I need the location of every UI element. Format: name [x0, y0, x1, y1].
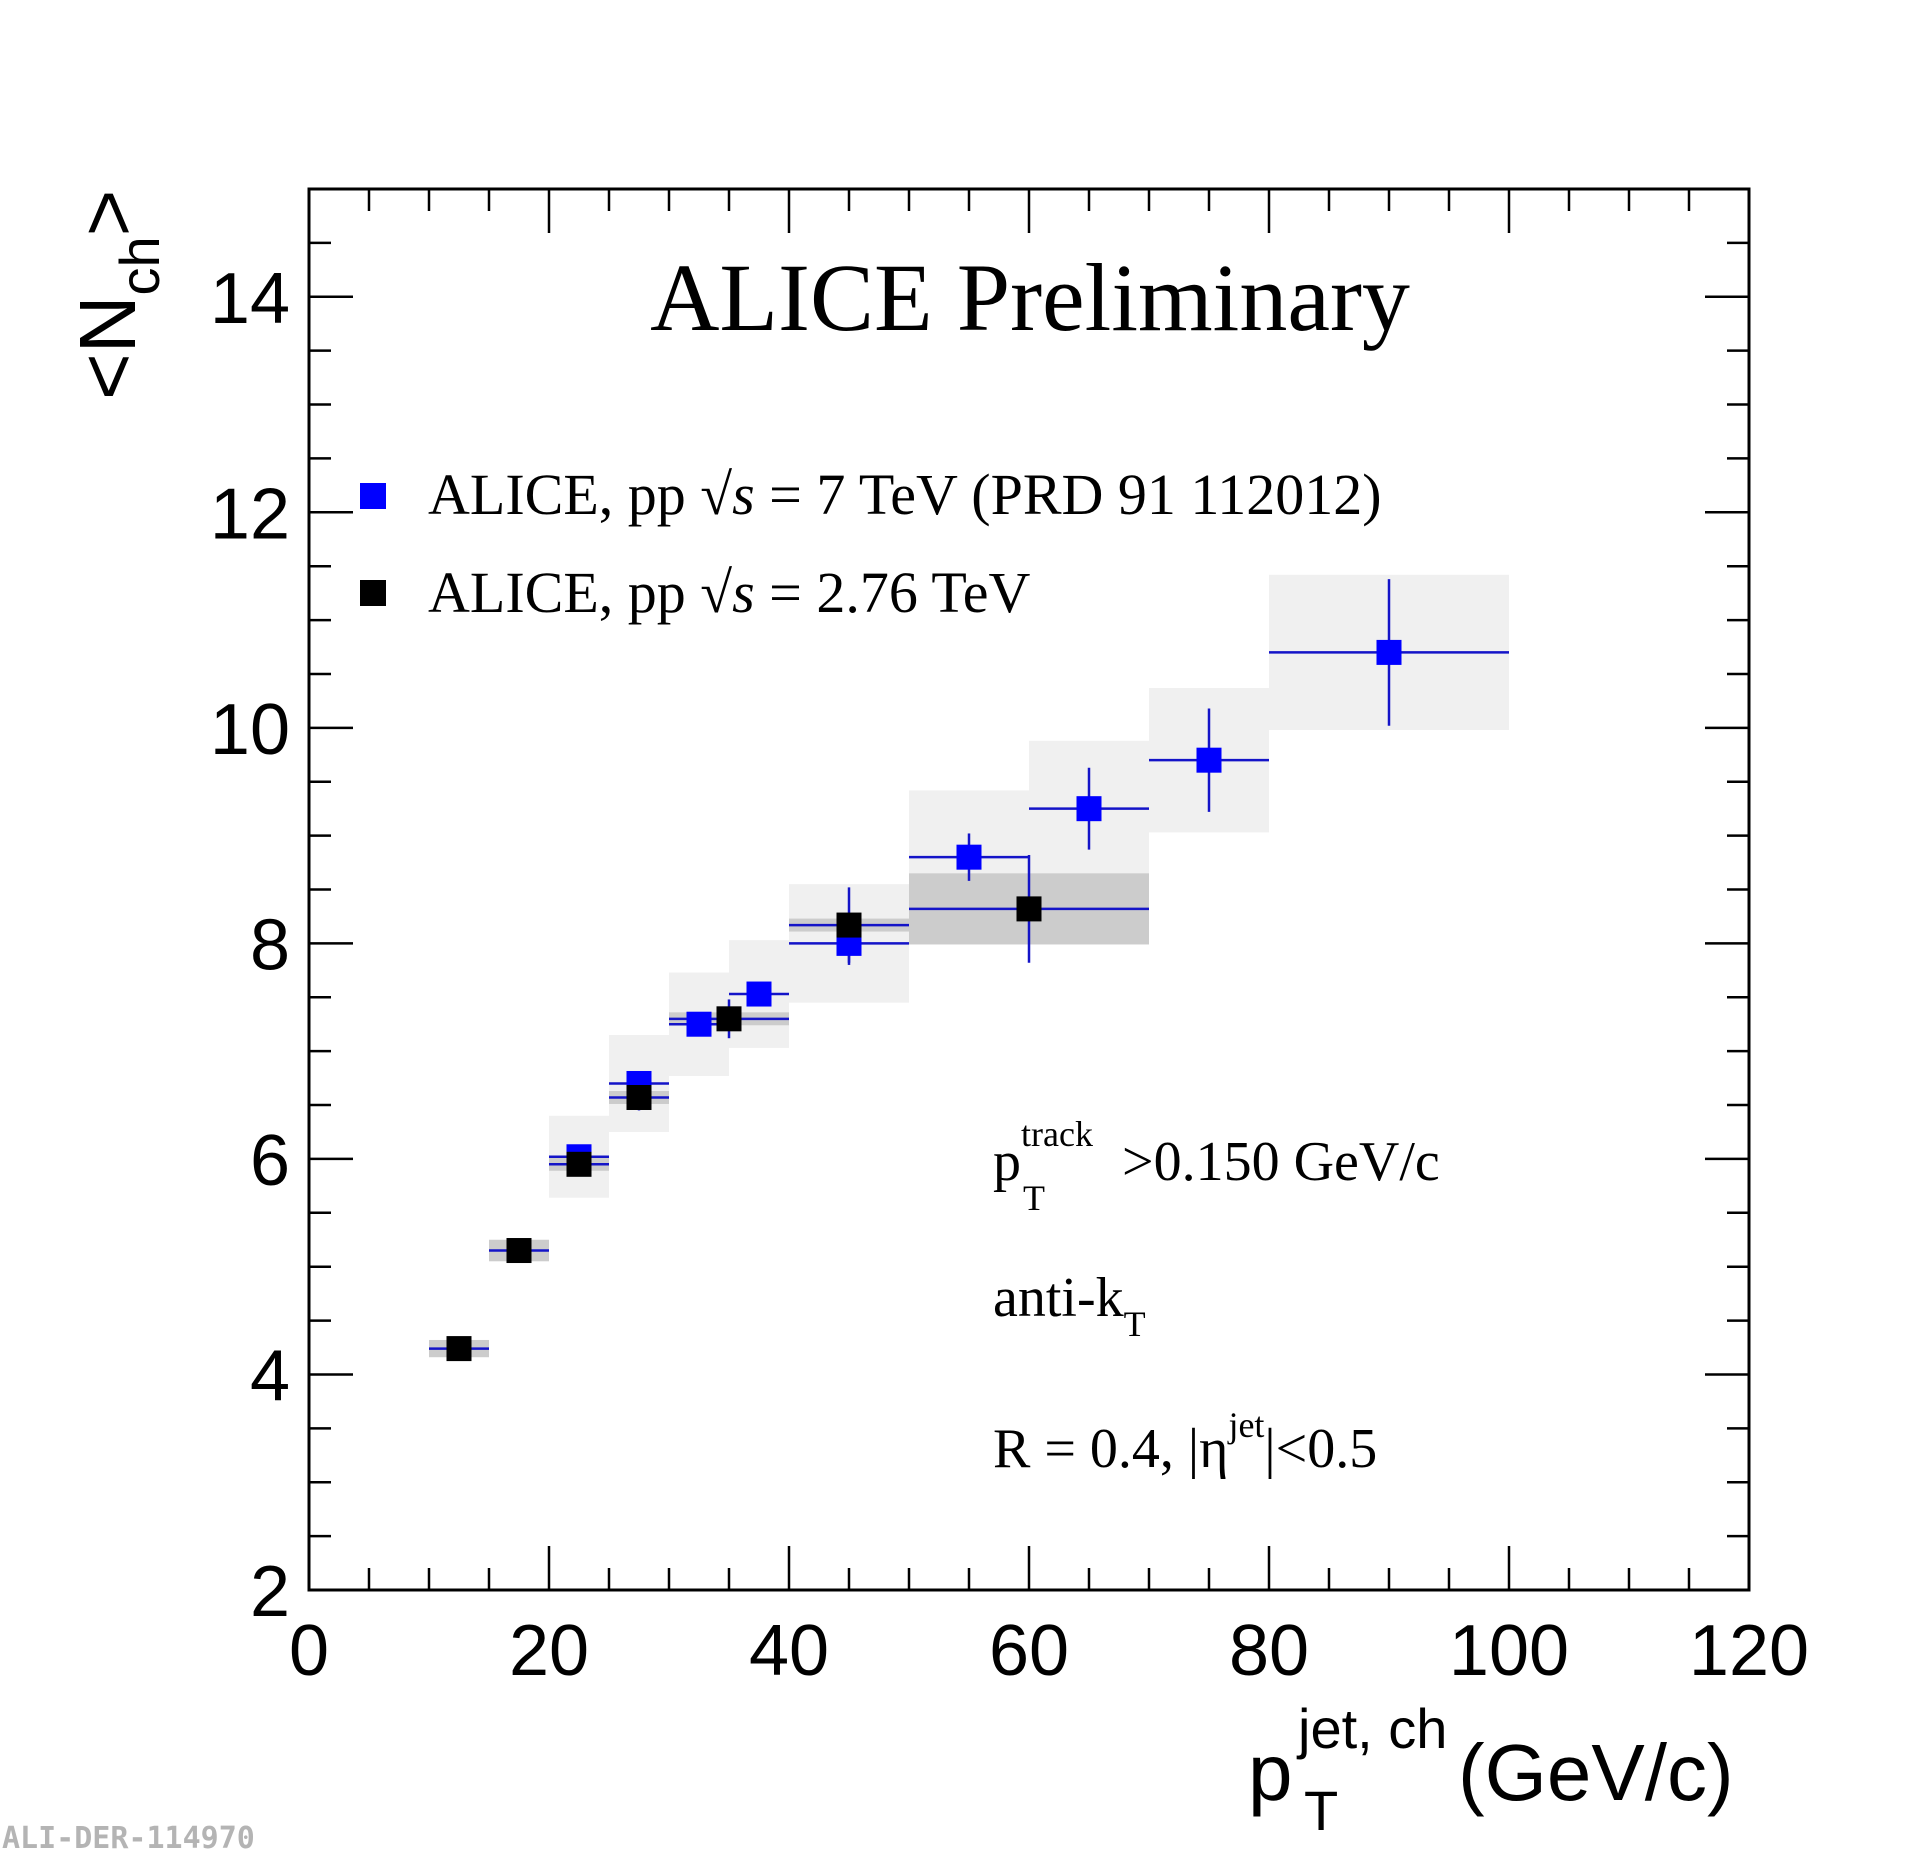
- legend-marker-7tev: [360, 483, 386, 509]
- legend: ALICE, pp √s = 7 TeV (PRD 91 112012) ALI…: [360, 462, 1382, 625]
- figure-id: ALI-DER-114970: [2, 1821, 255, 1852]
- chart-title: ALICE Preliminary: [650, 244, 1410, 351]
- marker-s0-p7: [1196, 747, 1222, 773]
- y-tick-label: 4: [250, 1336, 290, 1416]
- marker-s1-p0: [446, 1336, 472, 1362]
- axis-ticks: [307, 187, 1751, 1592]
- x-tick-label: 120: [1689, 1611, 1809, 1691]
- data-markers: [446, 639, 1402, 1362]
- annotation-radius-eta: R = 0.4, |ηjet|<0.5: [993, 1405, 1377, 1480]
- y-tick-label: 14: [210, 259, 290, 339]
- legend-marker-276tev: [360, 580, 386, 606]
- annotation-algorithm: anti-kT: [993, 1267, 1146, 1344]
- legend-label-7tev: ALICE, pp √s = 7 TeV (PRD 91 112012): [428, 462, 1382, 527]
- x-tick-label: 20: [509, 1611, 589, 1691]
- marker-s0-p5: [956, 844, 982, 870]
- x-tick-label: 0: [289, 1611, 329, 1691]
- marker-s1-p5: [836, 912, 862, 938]
- x-tick-label: 40: [749, 1611, 829, 1691]
- x-tick-label: 80: [1229, 1611, 1309, 1691]
- axis-tick-labels: 0 20 40 60 80 100 120 2 4 6 8 10 12 14: [210, 259, 1809, 1691]
- marker-s1-p2: [566, 1151, 592, 1177]
- marker-s1-p4: [716, 1006, 742, 1032]
- marker-s0-p2: [686, 1011, 712, 1037]
- x-tick-label: 60: [989, 1611, 1069, 1691]
- x-tick-label: 100: [1449, 1611, 1569, 1691]
- y-tick-label: 10: [210, 690, 290, 770]
- y-axis-label: <Nch>: [63, 190, 171, 400]
- x-axis-label: p Tjet, ch (GeV/c): [1248, 1697, 1734, 1842]
- y-tick-label: 6: [250, 1121, 290, 1201]
- y-tick-label: 12: [210, 474, 290, 554]
- legend-label-276tev: ALICE, pp √s = 2.76 TeV: [428, 560, 1030, 625]
- marker-s0-p8: [1376, 639, 1402, 665]
- marker-s1-p6: [1016, 896, 1042, 922]
- marker-s0-p3: [746, 981, 772, 1007]
- y-tick-label: 2: [250, 1552, 290, 1632]
- y-tick-label: 8: [250, 905, 290, 985]
- marker-s1-p3: [626, 1084, 652, 1110]
- annotation-track-cut: ptrack T>0.150 GeV/c: [993, 1114, 1440, 1218]
- marker-s1-p1: [506, 1238, 532, 1264]
- marker-s0-p6: [1076, 796, 1102, 822]
